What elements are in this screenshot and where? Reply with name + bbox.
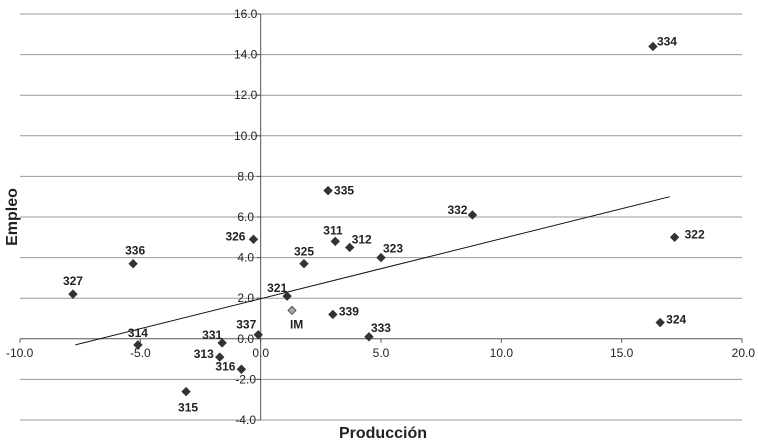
- point-label-327: 327: [63, 274, 83, 288]
- point-label-313: 313: [194, 347, 214, 361]
- y-tick-label: 8.0: [237, 169, 254, 183]
- trendline-group: [75, 196, 670, 346]
- gridlines: [20, 13, 742, 421]
- tick-labels: -4.0 -2.0 0.0 2.0 4.0 6.0 8.0 10.0 12.0 14.0 16.0 -…: [6, 7, 755, 427]
- data-point-313: [215, 352, 225, 362]
- data-point-339: [328, 309, 338, 320]
- x-tick-label: 5.0: [373, 346, 390, 360]
- point-label-314: 314: [128, 326, 148, 340]
- point-label-325: 325: [294, 245, 314, 259]
- y-tick-label: 10.0: [234, 129, 258, 143]
- data-point-336: [128, 258, 138, 269]
- data-points: [68, 41, 680, 397]
- point-label-321: 321: [267, 281, 287, 295]
- data-point-314: [133, 340, 143, 350]
- data-point-322: [669, 232, 680, 243]
- point-label-324: 324: [666, 313, 686, 327]
- data-point-315: [181, 386, 191, 397]
- y-tick-label: -2.0: [235, 372, 256, 386]
- point-label-312: 312: [352, 232, 372, 246]
- x-tick-label: 10.0: [490, 346, 514, 360]
- point-label-339: 339: [339, 304, 359, 318]
- point-label-331: 331: [202, 328, 222, 342]
- point-label-337: 337: [236, 318, 256, 332]
- data-point-334: [648, 41, 658, 52]
- data-point-327: [68, 289, 78, 299]
- data-point-326: [248, 234, 259, 245]
- point-label-326: 326: [225, 229, 245, 243]
- data-point-325: [299, 258, 309, 269]
- y-tick-label: 4.0: [237, 251, 254, 265]
- x-tick-label: 0.0: [252, 346, 269, 360]
- point-label-322: 322: [685, 227, 705, 241]
- point-label-323: 323: [383, 242, 403, 256]
- y-axis-title: Empleo: [4, 188, 21, 246]
- data-point-321: [282, 291, 292, 301]
- x-axis-title: Producción: [339, 425, 427, 440]
- point-label-334: 334: [657, 34, 677, 48]
- y-tick-label: 12.0: [234, 88, 258, 102]
- y-tick-label: -4.0: [235, 413, 256, 427]
- data-point-333: [364, 332, 374, 342]
- trendline: [75, 196, 670, 346]
- y-tick-label: 6.0: [237, 210, 254, 224]
- data-point-335: [323, 185, 333, 196]
- y-tick-label: 2.0: [237, 291, 254, 305]
- point-label-311: 311: [323, 223, 343, 237]
- data-point-316: [236, 364, 247, 374]
- point-labels: 334 335 332 322 326 311 312 323 325 336 327 321 IM 33…: [63, 34, 705, 414]
- data-point-311: [330, 236, 340, 247]
- point-label-332: 332: [447, 203, 467, 217]
- x-tick-label: -10.0: [6, 346, 34, 360]
- y-tick-label: 14.0: [234, 48, 258, 62]
- data-point-324: [655, 317, 665, 328]
- data-point-im: [287, 305, 297, 316]
- point-label-315: 315: [178, 401, 198, 415]
- point-label-316: 316: [215, 359, 235, 373]
- data-point-312: [345, 242, 355, 253]
- x-tick-label: 20.0: [732, 346, 756, 360]
- data-point-323: [376, 252, 386, 263]
- point-label-333: 333: [371, 321, 391, 335]
- point-label-im: IM: [290, 317, 303, 331]
- y-tick-label: 16.0: [234, 7, 258, 21]
- point-label-336: 336: [125, 244, 145, 258]
- data-point-337: [253, 330, 263, 340]
- x-tick-label: -5.0: [130, 346, 151, 360]
- data-point-331: [217, 338, 227, 348]
- data-point-332: [467, 210, 478, 220]
- x-tick-label: 15.0: [610, 346, 634, 360]
- point-label-335: 335: [334, 184, 354, 198]
- y-tick-label: 0.0: [237, 332, 254, 346]
